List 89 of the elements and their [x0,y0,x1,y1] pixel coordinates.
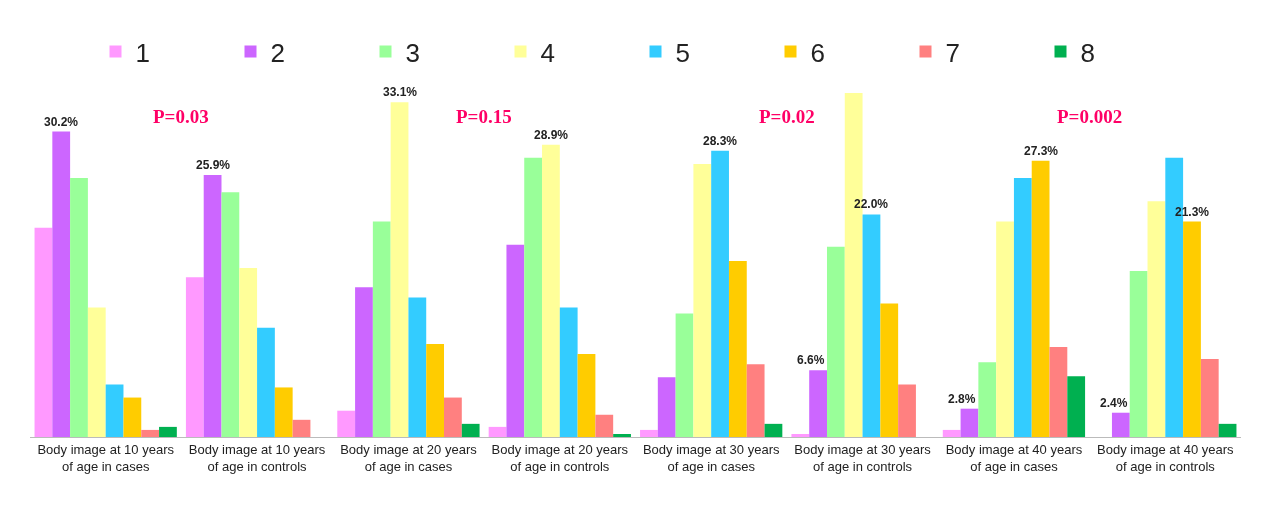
data-label: 33.1% [383,85,418,99]
x-tick-label: Body image at 40 years of age in cases [945,441,1083,474]
x-tick-label: Body image at 10 years of age in controls [188,441,326,474]
bar [613,433,631,437]
x-tick-label: Body image at 30 years of age in cases [642,441,780,474]
x-tick-label: Body image at 30 years of age in controls [794,441,932,474]
bar [595,414,614,437]
bar [444,397,462,437]
bar [1111,412,1130,437]
bar [559,307,578,437]
bar [791,433,810,437]
bar [675,313,694,437]
data-label: 30.2% [44,115,79,129]
x-tick-label: Body image at 10 years of age in cases [37,441,175,474]
bar [274,387,293,437]
legend-label: 3 [405,37,420,68]
bar [292,419,311,437]
bar [898,384,916,437]
bar [542,144,560,437]
data-label: 27.3% [1024,144,1059,158]
bar [524,157,543,437]
legend-label: 4 [540,37,555,68]
bar [488,426,507,437]
data-label: 22.0% [854,197,889,211]
bar [141,429,160,437]
bar [809,370,827,437]
annotation: P=0.002 [1057,106,1123,127]
bar [105,384,124,437]
bar [657,377,676,437]
bar [1049,346,1068,437]
bar [1147,201,1166,437]
data-label: 28.3% [703,134,738,148]
data-label: 2.8% [948,392,976,406]
bar [711,150,729,437]
annotation: P=0.15 [456,106,512,127]
bar [1129,271,1148,437]
bar [257,327,275,437]
data-label: 6.6% [797,353,825,367]
bar [1013,178,1032,437]
bar [203,175,222,437]
x-tick-label: Body image at 40 years of age in controls [1097,441,1235,474]
legend-label: 5 [675,37,690,68]
bar [577,354,596,437]
data-label: 25.9% [196,158,231,172]
bar [862,214,881,437]
bar [764,423,783,437]
legend-label: 8 [1080,37,1095,68]
bar [880,303,899,437]
bar [426,343,445,437]
bar [159,426,177,437]
bar [70,178,88,437]
bar [728,261,747,437]
bar [640,429,658,437]
legend-label: 7 [945,37,960,68]
bar [123,397,142,437]
bar [978,362,997,437]
x-tick-label: Body image at 20 years of age in cases [340,441,478,474]
bar [221,192,240,437]
data-label: 28.9% [534,128,569,142]
bar [337,410,356,437]
legend-label: 6 [810,37,825,68]
bar [1031,160,1050,437]
bar [52,131,71,437]
bar [408,297,427,437]
bar [390,102,409,437]
bar [185,277,204,437]
bar [355,287,373,437]
bar [239,268,258,437]
bar [372,221,391,437]
bar [693,163,712,437]
bar [960,408,979,437]
bar [506,244,525,437]
bar [996,221,1014,437]
bar [1183,221,1201,437]
bar [942,429,961,437]
bar [746,364,765,437]
bar [87,307,106,437]
annotation: P=0.03 [153,106,209,127]
bar [826,246,845,437]
bar [34,227,53,437]
legend-label: 1 [135,37,150,68]
bar [1067,376,1086,437]
bar [1218,423,1237,437]
x-tick-label: Body image at 20 years of age in controls [491,441,629,474]
bar [1200,359,1219,437]
legend-label: 2 [270,37,285,68]
data-label: 2.4% [1100,396,1128,410]
bar [461,423,480,437]
annotation: P=0.02 [759,106,815,127]
